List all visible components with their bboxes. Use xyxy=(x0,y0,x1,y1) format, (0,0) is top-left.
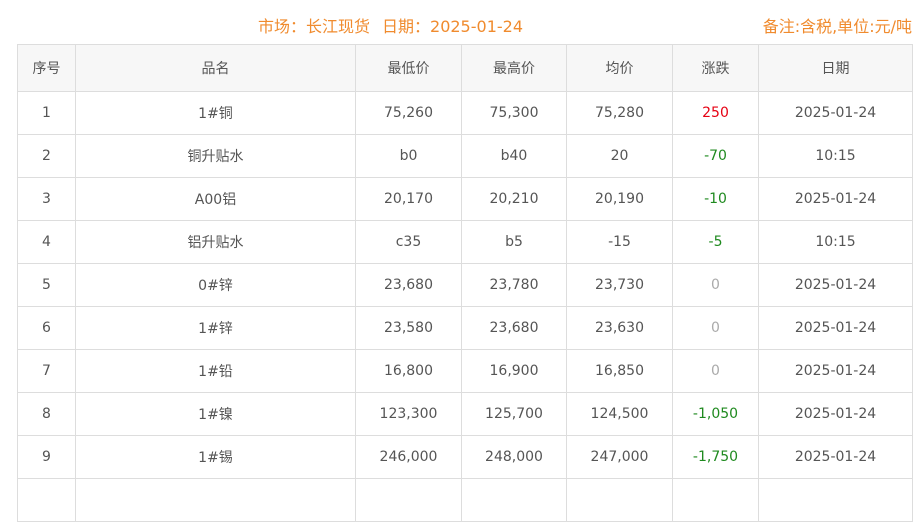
table-cell xyxy=(17,478,76,522)
table-cell: 75,280 xyxy=(566,91,673,135)
table-cell: 125,700 xyxy=(461,392,567,436)
table-cell: 23,630 xyxy=(566,306,673,350)
table-row: 7 1#铅 16,800 16,900 16,850 0 2025-01-24 xyxy=(17,349,913,393)
table-cell: 铝升贴水 xyxy=(75,220,356,264)
table-cell: 23,730 xyxy=(566,263,673,307)
table-header: 序号 品名 最低价 最高价 均价 涨跌 日期 xyxy=(17,44,913,92)
table-cell: A00铝 xyxy=(75,177,356,221)
table-cell: 2025-01-24 xyxy=(758,177,913,221)
table-cell: 1#锡 xyxy=(75,435,356,479)
table-cell: c35 xyxy=(355,220,462,264)
table-cell xyxy=(758,478,913,522)
column-header: 品名 xyxy=(75,44,356,92)
table-cell: 1#铜 xyxy=(75,91,356,135)
unit-note: 备注:含税,单位:元/吨 xyxy=(762,17,912,36)
column-header: 最低价 xyxy=(355,44,462,92)
table-cell: 16,850 xyxy=(566,349,673,393)
table-cell: 124,500 xyxy=(566,392,673,436)
table-row: 8 1#镍 123,300 125,700 124,500 -1,050 2025-01-2… xyxy=(17,392,913,436)
table-row: 1 1#铜 75,260 75,300 75,280 250 2025-01-24 xyxy=(17,91,913,135)
market-title: 市场：长江现货 日期：2025-01-24 xyxy=(258,13,535,37)
table-cell: 0 xyxy=(672,263,759,307)
table-cell: 20 xyxy=(566,134,673,178)
table-row xyxy=(17,478,913,522)
price-table: 序号 品名 最低价 最高价 均价 涨跌 日期 1 1#铜 75,260 75,300 75,280 2… xyxy=(17,44,913,522)
table-cell: -15 xyxy=(566,220,673,264)
table-cell: -5 xyxy=(672,220,759,264)
table-cell: 250 xyxy=(672,91,759,135)
table-cell: 2025-01-24 xyxy=(758,435,913,479)
table-cell: 23,680 xyxy=(461,306,567,350)
table-cell: 20,170 xyxy=(355,177,462,221)
table-cell: 75,300 xyxy=(461,91,567,135)
table-cell: 16,800 xyxy=(355,349,462,393)
table-cell: 1#镍 xyxy=(75,392,356,436)
table-cell: 10:15 xyxy=(758,220,913,264)
table-cell: 246,000 xyxy=(355,435,462,479)
table-cell: 0 xyxy=(672,349,759,393)
table-cell: 23,580 xyxy=(355,306,462,350)
table-row: 3 A00铝 20,170 20,210 20,190 -10 2025-01-24 xyxy=(17,177,913,221)
column-header: 日期 xyxy=(758,44,913,92)
table-cell: 5 xyxy=(17,263,76,307)
table-cell: 1 xyxy=(17,91,76,135)
table-cell: -1,750 xyxy=(672,435,759,479)
table-cell: -70 xyxy=(672,134,759,178)
column-header: 涨跌 xyxy=(672,44,759,92)
table-row: 2 铜升贴水 b0 b40 20 -70 10:15 xyxy=(17,134,913,178)
table-cell: 2025-01-24 xyxy=(758,91,913,135)
table-cell: 248,000 xyxy=(461,435,567,479)
table-cell: -10 xyxy=(672,177,759,221)
table-cell xyxy=(672,478,759,522)
table-cell: 10:15 xyxy=(758,134,913,178)
table-cell xyxy=(566,478,673,522)
table-cell xyxy=(75,478,356,522)
table-cell: 123,300 xyxy=(355,392,462,436)
table-cell xyxy=(355,478,462,522)
table-row: 6 1#锌 23,580 23,680 23,630 0 2025-01-24 xyxy=(17,306,913,350)
date-label: 日期：2025-01-24 xyxy=(382,17,524,36)
table-row: 4 铝升贴水 c35 b5 -15 -5 10:15 xyxy=(17,220,913,264)
table-cell: 7 xyxy=(17,349,76,393)
table-cell: 9 xyxy=(17,435,76,479)
table-cell: 6 xyxy=(17,306,76,350)
table-cell: 2025-01-24 xyxy=(758,392,913,436)
table-cell: b5 xyxy=(461,220,567,264)
table-cell: b40 xyxy=(461,134,567,178)
column-header: 序号 xyxy=(17,44,76,92)
table-row: 5 0#锌 23,680 23,780 23,730 0 2025-01-24 xyxy=(17,263,913,307)
table-cell: 2025-01-24 xyxy=(758,349,913,393)
column-header: 最高价 xyxy=(461,44,567,92)
table-cell: b0 xyxy=(355,134,462,178)
table-cell: 0 xyxy=(672,306,759,350)
table-cell: 23,680 xyxy=(355,263,462,307)
table-cell: 1#铅 xyxy=(75,349,356,393)
table-cell: -1,050 xyxy=(672,392,759,436)
table-cell: 20,210 xyxy=(461,177,567,221)
table-cell: 2 xyxy=(17,134,76,178)
table-cell: 3 xyxy=(17,177,76,221)
table-cell: 4 xyxy=(17,220,76,264)
table-cell: 8 xyxy=(17,392,76,436)
column-header: 均价 xyxy=(566,44,673,92)
table-cell: 75,260 xyxy=(355,91,462,135)
market-label: 市场：长江现货 xyxy=(258,17,371,36)
table-cell xyxy=(461,478,567,522)
table-cell: 铜升贴水 xyxy=(75,134,356,178)
table-cell: 16,900 xyxy=(461,349,567,393)
table-cell: 20,190 xyxy=(566,177,673,221)
table-cell: 2025-01-24 xyxy=(758,306,913,350)
table-cell: 23,780 xyxy=(461,263,567,307)
table-cell: 0#锌 xyxy=(75,263,356,307)
table-cell: 247,000 xyxy=(566,435,673,479)
table-cell: 2025-01-24 xyxy=(758,263,913,307)
table-row: 9 1#锡 246,000 248,000 247,000 -1,750 2025-01-2… xyxy=(17,435,913,479)
table-cell: 1#锌 xyxy=(75,306,356,350)
